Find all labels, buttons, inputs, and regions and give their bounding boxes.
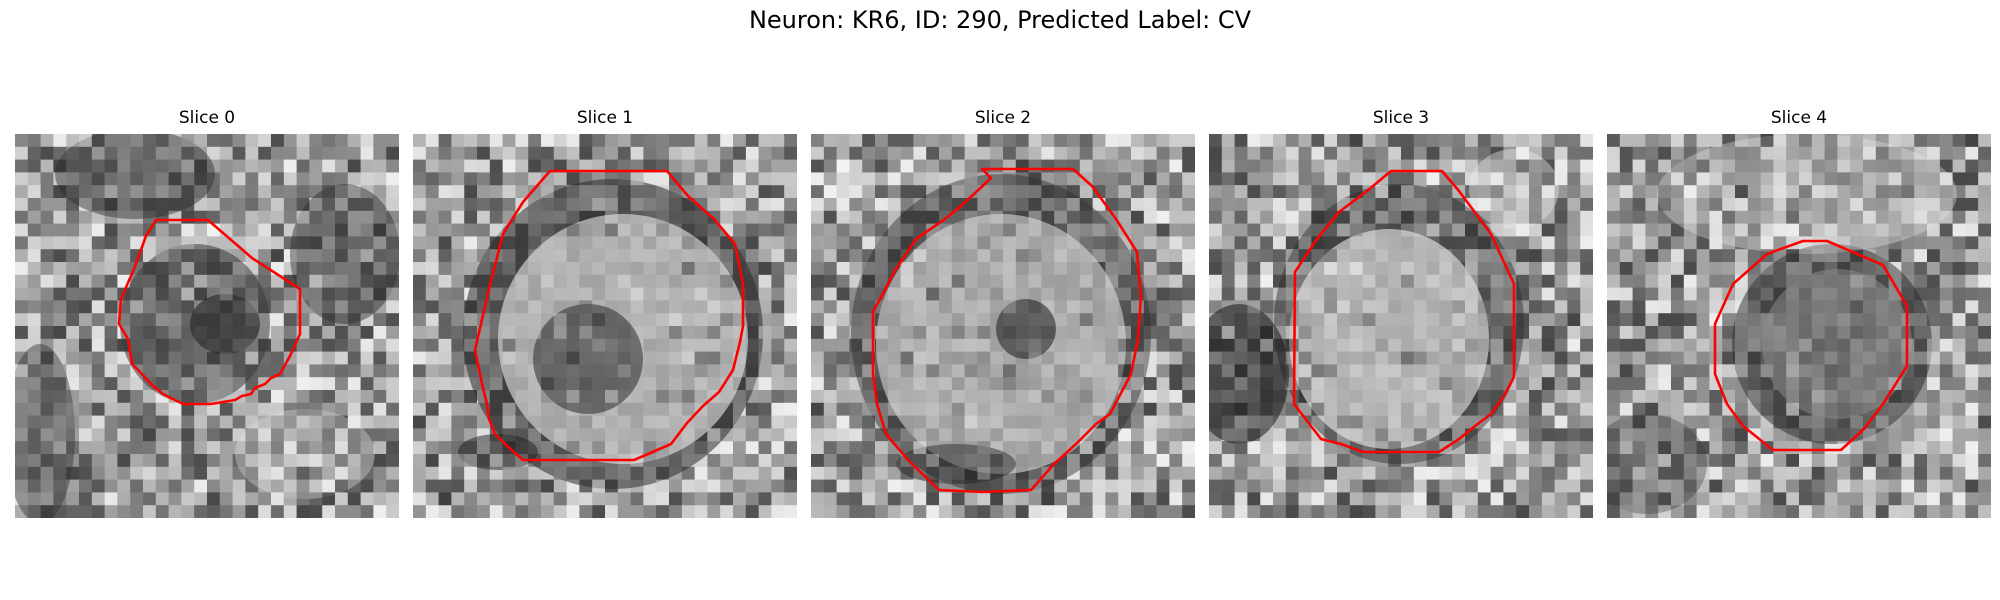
slice-1-structures <box>458 179 763 489</box>
slice-1-image <box>413 134 797 518</box>
slice-2-image <box>811 134 1195 518</box>
figure-title: Neuron: KR6, ID: 290, Predicted Label: C… <box>748 6 1252 34</box>
slice-4-image <box>1607 134 1991 518</box>
slice-1-contour <box>473 169 745 462</box>
slice-0-structures <box>15 134 399 518</box>
slice-0-title: Slice 0 <box>178 108 236 128</box>
slice-4-title: Slice 4 <box>1770 108 1828 128</box>
slice-3-title: Slice 3 <box>1372 108 1430 128</box>
slice-0-contour <box>117 218 302 406</box>
slice-2-title: Slice 2 <box>974 108 1032 128</box>
slice-2-contour <box>871 167 1143 494</box>
slice-1-title: Slice 1 <box>576 108 634 128</box>
slice-3-contour <box>1292 169 1516 454</box>
slice-3-image <box>1209 134 1593 518</box>
slice-0-image <box>15 134 399 518</box>
slice-4-structures <box>1607 134 1957 514</box>
slice-3-structures <box>1209 149 1559 464</box>
slice-2-structures <box>851 174 1151 494</box>
slice-4-contour <box>1713 239 1909 452</box>
slice-0-pixels <box>15 134 399 518</box>
